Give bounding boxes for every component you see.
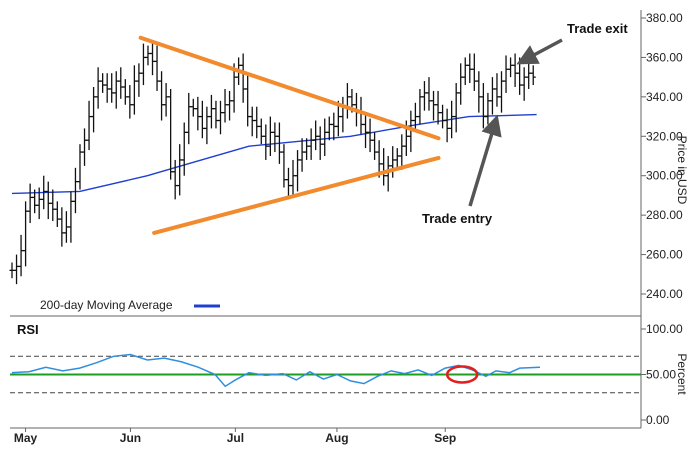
rsi-highlight-circle <box>445 365 479 384</box>
price-tick-label: 320.00 <box>646 129 683 143</box>
ohlc-bar <box>530 65 536 86</box>
trade-entry-label: Trade entry <box>422 211 493 226</box>
price-tick-label: 360.00 <box>646 50 683 64</box>
rsi-title: RSI <box>17 322 39 337</box>
price-y-ticks: 380.00 360.00 340.00 320.00 300.00 280.00 260.… <box>641 11 683 301</box>
trade-exit-arrow <box>516 38 563 65</box>
rsi-y-label: Percent <box>675 353 689 395</box>
price-panel: 380.00 360.00 340.00 320.00 300.00 280.00 260.… <box>9 10 689 316</box>
legend-label: 200-day Moving Average <box>40 298 173 312</box>
month-tick-label: Aug <box>325 431 348 445</box>
trendlines <box>138 35 441 235</box>
month-ticks: May Jun Jul Aug Sep <box>14 428 456 445</box>
price-plot-area <box>10 10 641 316</box>
month-tick-label: May <box>14 431 38 445</box>
trendline-lower <box>152 155 441 235</box>
trade-entry-arrow <box>468 114 502 207</box>
trade-exit-label: Trade exit <box>567 21 628 36</box>
rsi-levels <box>10 355 641 394</box>
rsi-y-ticks: 100.00 50.00 0.00 <box>641 322 683 427</box>
month-tick-label: Jul <box>227 431 244 445</box>
rsi-panel: RSI 100.00 50.00 0.00 Percent <box>10 322 689 427</box>
rsi-path <box>11 353 541 388</box>
trendline-upper <box>138 35 441 141</box>
rsi-tick-label: 50.00 <box>646 368 676 382</box>
rsi-line <box>11 353 541 388</box>
month-tick-label: Jun <box>120 431 141 445</box>
rsi-tick-label: 100.00 <box>646 322 683 336</box>
price-tick-label: 340.00 <box>646 90 683 104</box>
rsi-circle <box>445 365 479 384</box>
rsi-tick-label: 0.00 <box>646 413 670 427</box>
month-tick-label: Sep <box>434 431 456 445</box>
price-y-label: Price in USD <box>675 136 689 205</box>
price-tick-label: 240.00 <box>646 287 683 301</box>
annotation-arrows <box>468 38 563 207</box>
price-tick-label: 300.00 <box>646 169 683 183</box>
price-tick-label: 260.00 <box>646 248 683 262</box>
price-tick-label: 280.00 <box>646 208 683 222</box>
price-tick-label: 380.00 <box>646 11 683 25</box>
